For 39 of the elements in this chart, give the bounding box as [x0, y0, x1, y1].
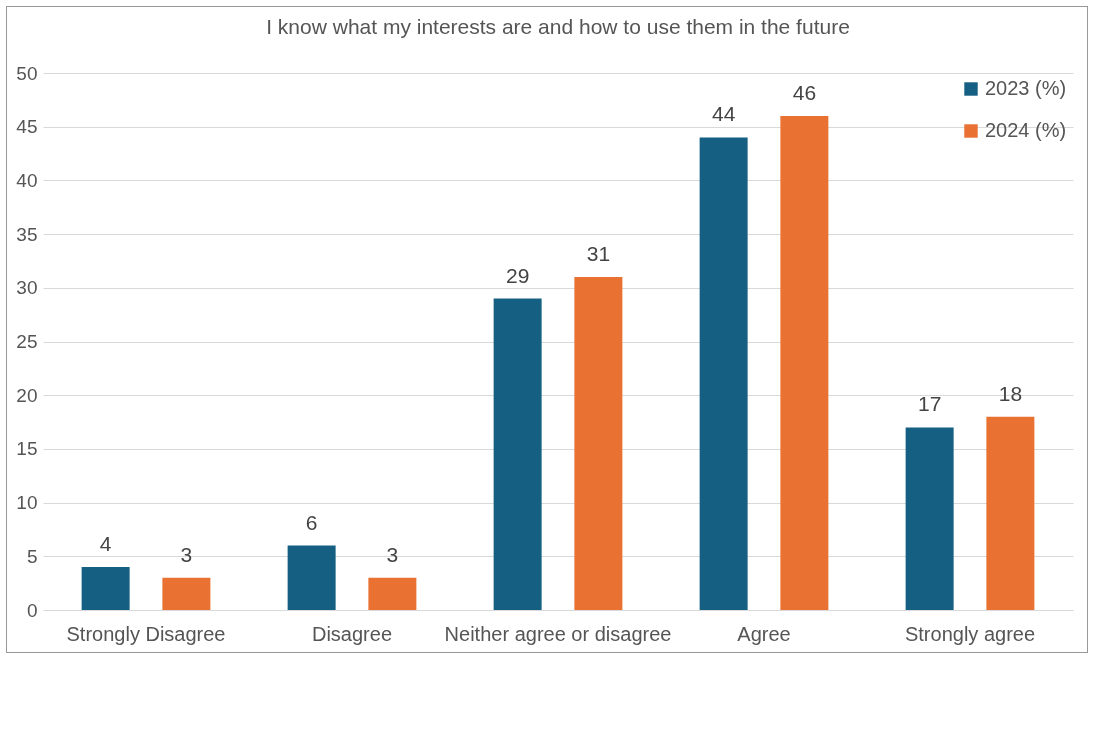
bar: [162, 577, 211, 610]
y-tick-label: 50: [16, 62, 38, 84]
data-label: 17: [917, 392, 942, 416]
legend-label: 2024 (%): [985, 119, 1067, 141]
bar: [81, 567, 130, 610]
x-tick-label: Agree: [737, 622, 791, 645]
legend-label: 2023 (%): [985, 77, 1067, 99]
y-tick-label: 35: [16, 223, 38, 245]
bar: [905, 427, 954, 610]
bar: [368, 577, 417, 610]
x-tick-label: Disagree: [311, 622, 393, 645]
bar: [986, 416, 1035, 610]
data-label: 29: [505, 263, 530, 287]
y-tick-label: 45: [16, 116, 38, 138]
data-label: 3: [180, 542, 193, 566]
data-label: 31: [586, 242, 611, 266]
data-label: 3: [386, 542, 399, 566]
x-tick-label: Strongly agree: [904, 622, 1036, 645]
bar: [699, 137, 748, 610]
y-tick-label: 0: [26, 599, 38, 621]
data-label: 4: [99, 532, 112, 556]
bar: [574, 277, 623, 610]
y-tick-label: 25: [16, 331, 38, 352]
data-label: 44: [711, 102, 736, 126]
bar: [780, 115, 829, 610]
chart-title: I know what my interests are and how to use them in the future: [266, 15, 850, 38]
x-tick-label: Neither agree or disagree: [444, 622, 672, 645]
data-label: 6: [305, 510, 318, 534]
data-label: 46: [792, 80, 817, 104]
y-tick-label: 20: [16, 384, 38, 406]
y-tick-label: 40: [16, 169, 38, 191]
bar: [287, 545, 336, 610]
x-tick-label: Strongly Disagree: [66, 622, 226, 645]
data-label: 18: [998, 381, 1023, 405]
y-tick-label: 10: [16, 492, 38, 514]
y-tick-label: 30: [16, 277, 38, 299]
y-tick-label: 5: [26, 545, 38, 567]
y-tick-label: 15: [16, 438, 38, 460]
bar: [493, 298, 542, 610]
